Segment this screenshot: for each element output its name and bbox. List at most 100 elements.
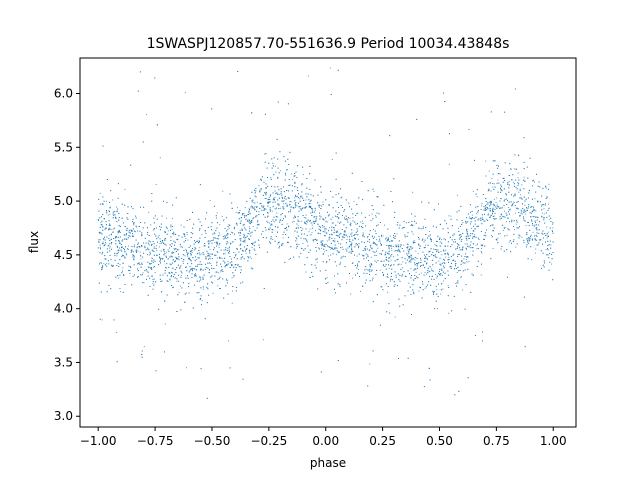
data-point (376, 225, 378, 227)
data-point (391, 247, 393, 249)
data-point (486, 229, 487, 231)
data-point (170, 255, 172, 257)
data-point (272, 199, 274, 201)
data-point (275, 215, 277, 217)
data-point (264, 216, 266, 218)
data-point (428, 251, 430, 253)
data-point (348, 251, 350, 253)
data-point (364, 216, 366, 218)
data-point (124, 204, 126, 206)
data-point (182, 261, 184, 263)
data-point (469, 244, 471, 246)
data-point (267, 215, 269, 217)
data-point (277, 101, 279, 103)
data-point (414, 220, 416, 222)
data-point (472, 233, 474, 235)
data-point (351, 172, 353, 174)
data-point (503, 205, 505, 207)
data-point (229, 246, 230, 248)
data-point (466, 231, 468, 233)
data-point (99, 239, 101, 241)
data-point (156, 238, 158, 240)
data-point (422, 265, 424, 267)
data-point (395, 250, 397, 251)
data-point (416, 257, 418, 259)
data-point (425, 244, 426, 246)
data-point (388, 251, 390, 253)
data-point (517, 177, 519, 179)
data-point (195, 275, 196, 276)
data-point (166, 280, 168, 282)
data-point (334, 241, 336, 243)
data-point (528, 238, 530, 240)
data-point (311, 271, 313, 273)
data-point (195, 248, 197, 250)
data-point (146, 114, 148, 116)
data-point (249, 249, 251, 251)
data-point (374, 230, 376, 232)
data-point (115, 253, 117, 255)
data-point (331, 238, 333, 239)
data-point (523, 296, 525, 298)
data-point (419, 247, 421, 249)
data-point (507, 200, 508, 201)
data-point (467, 235, 469, 237)
data-point (357, 263, 358, 265)
data-point (240, 269, 242, 271)
data-point (218, 246, 220, 248)
data-point (519, 188, 521, 190)
data-point (133, 224, 135, 226)
data-point (230, 243, 231, 245)
data-point (240, 238, 242, 240)
data-point (288, 164, 290, 165)
data-point (296, 205, 298, 207)
data-point (365, 225, 367, 227)
data-point (302, 228, 304, 230)
data-point (254, 189, 255, 191)
data-point (255, 187, 257, 189)
data-point (436, 251, 438, 253)
data-point (122, 254, 123, 256)
data-point (456, 194, 458, 196)
data-point (333, 227, 335, 229)
data-point (316, 250, 317, 252)
data-point (320, 191, 322, 193)
data-point (106, 251, 108, 253)
data-point (451, 239, 453, 241)
data-point (358, 261, 360, 263)
data-point (401, 257, 403, 259)
data-point (444, 262, 446, 264)
data-point (331, 229, 333, 231)
data-point (429, 237, 431, 239)
data-point (514, 205, 516, 207)
data-point (244, 241, 246, 243)
data-point (211, 222, 213, 224)
data-point (349, 217, 351, 219)
data-point (106, 248, 108, 250)
data-point (124, 188, 126, 190)
data-point (462, 262, 464, 264)
data-point (129, 272, 131, 274)
data-point (208, 243, 210, 245)
data-point (457, 244, 459, 246)
data-point (452, 259, 454, 261)
data-point (159, 226, 160, 227)
data-point (382, 275, 384, 277)
data-point (497, 179, 499, 181)
data-point (440, 251, 442, 252)
data-point (366, 248, 368, 250)
data-point (222, 270, 224, 272)
data-point (499, 173, 501, 175)
data-point (536, 236, 538, 237)
data-point (211, 258, 213, 260)
data-point (121, 247, 122, 249)
data-point (217, 222, 218, 224)
data-point (496, 204, 498, 206)
data-point (360, 290, 361, 292)
data-point (248, 257, 249, 259)
data-point (314, 264, 316, 266)
data-point (394, 211, 396, 213)
data-point (236, 248, 238, 250)
data-point (305, 214, 307, 216)
